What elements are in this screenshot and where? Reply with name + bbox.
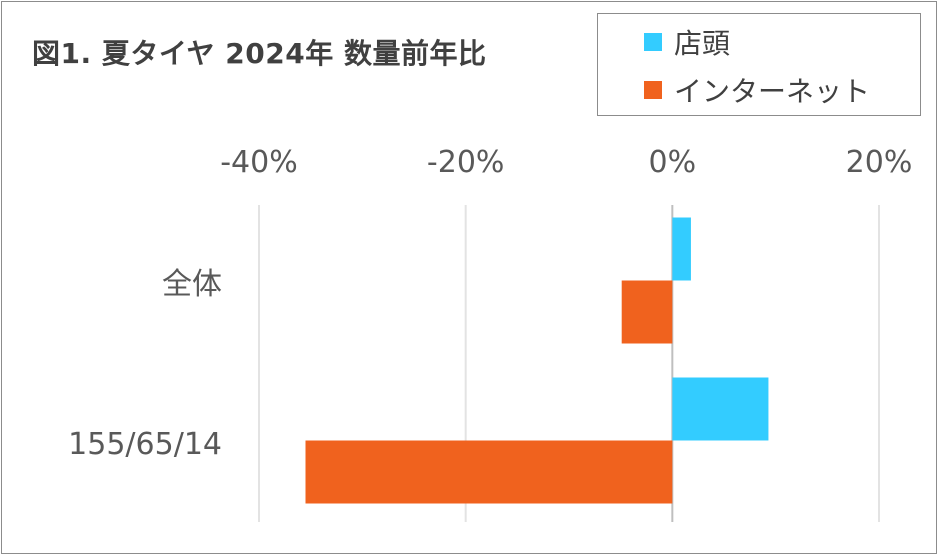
chart-title: 図1. 夏タイヤ 2024年 数量前年比	[32, 37, 487, 70]
legend-label-internet: インターネット	[674, 75, 871, 108]
bar-internet	[621, 280, 673, 344]
legend-swatch-store	[644, 33, 662, 51]
bar-store	[672, 377, 769, 441]
legend-label-store: 店頭	[674, 27, 731, 60]
x-tick-label: -40%	[220, 145, 298, 180]
legend-swatch-internet	[644, 81, 662, 99]
x-tick-label: -20%	[427, 145, 505, 180]
bar-internet	[305, 440, 673, 504]
category-label: 155/65/14	[68, 427, 222, 462]
x-tick-label: 20%	[846, 145, 913, 180]
legend-item-internet: インターネット	[644, 70, 870, 110]
legend-item-store: 店頭	[644, 22, 730, 62]
chart-legend: 店頭 インターネット	[597, 13, 921, 116]
category-label: 全体	[162, 267, 222, 302]
bar-store	[672, 217, 691, 281]
x-tick-label: 0%	[649, 145, 697, 180]
